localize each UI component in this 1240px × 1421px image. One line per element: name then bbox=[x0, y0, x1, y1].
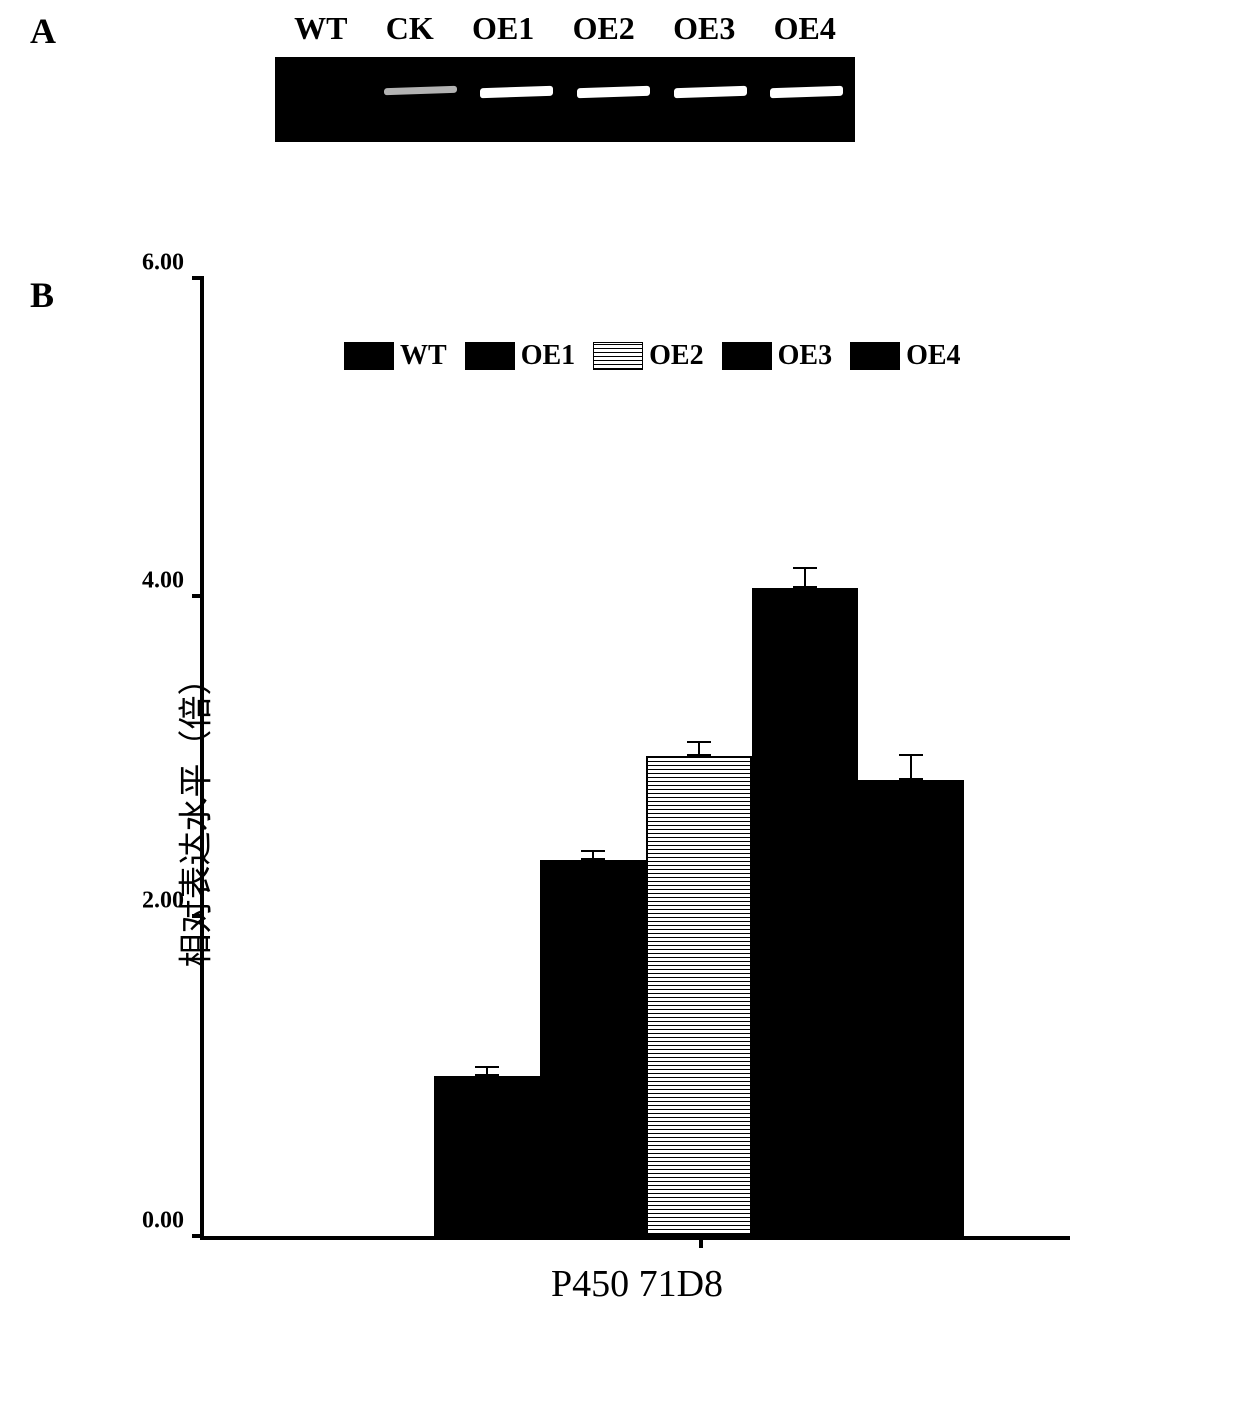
legend-item: OE3 bbox=[722, 340, 832, 372]
lane-label: WT bbox=[294, 10, 347, 47]
bar bbox=[646, 756, 752, 1236]
y-tick-label: 6.00 bbox=[124, 250, 184, 277]
y-tick bbox=[192, 914, 204, 918]
error-cap bbox=[475, 1074, 499, 1076]
legend-label: WT bbox=[400, 340, 447, 372]
lane-label: CK bbox=[386, 10, 434, 47]
legend-item: OE1 bbox=[465, 340, 575, 372]
bar bbox=[434, 1076, 540, 1236]
legend-swatch bbox=[593, 342, 643, 370]
error-cap bbox=[581, 850, 605, 852]
error-cap bbox=[687, 741, 711, 743]
legend-item: OE4 bbox=[850, 340, 960, 372]
y-tick bbox=[192, 594, 204, 598]
legend-item: OE2 bbox=[593, 340, 703, 372]
error-bar bbox=[910, 756, 912, 780]
x-axis-label: P450 71D8 bbox=[204, 1262, 1070, 1306]
chart-legend: WT OE1 OE2 OE3 OE4 bbox=[344, 340, 961, 372]
lane-label: OE4 bbox=[774, 10, 836, 47]
gel-lane-oe3 bbox=[662, 57, 759, 142]
x-tick bbox=[699, 1236, 703, 1248]
legend-swatch bbox=[344, 342, 394, 370]
bar-fill bbox=[858, 780, 964, 1236]
gel-band bbox=[577, 86, 650, 99]
gel-section: WT CK OE1 OE2 OE3 OE4 bbox=[265, 10, 865, 142]
legend-swatch bbox=[850, 342, 900, 370]
legend-label: OE1 bbox=[521, 340, 575, 372]
legend-label: OE2 bbox=[649, 340, 703, 372]
legend-item: WT bbox=[344, 340, 447, 372]
gel-lane-oe4 bbox=[758, 57, 855, 142]
legend-label: OE3 bbox=[778, 340, 832, 372]
panel-b-label: B bbox=[30, 274, 54, 316]
error-cap bbox=[899, 778, 923, 780]
gel-band bbox=[674, 86, 747, 99]
gel-band bbox=[480, 86, 553, 99]
bar-fill bbox=[646, 756, 752, 1236]
plot-area: WT OE1 OE2 OE3 OE4 0.00 2.00 bbox=[200, 280, 1070, 1240]
bar bbox=[752, 588, 858, 1236]
error-cap bbox=[793, 567, 817, 569]
gel-band bbox=[384, 86, 457, 96]
bar-fill bbox=[540, 860, 646, 1236]
gel-lane-oe1 bbox=[468, 57, 565, 142]
panel-a-label: A bbox=[30, 10, 56, 52]
gel-band bbox=[770, 86, 843, 99]
bar-group bbox=[434, 588, 964, 1236]
lane-label: OE1 bbox=[472, 10, 534, 47]
y-tick-label: 0.00 bbox=[124, 1208, 184, 1235]
legend-swatch bbox=[722, 342, 772, 370]
gel-image bbox=[275, 57, 855, 142]
bar bbox=[858, 780, 964, 1236]
legend-swatch bbox=[465, 342, 515, 370]
y-tick bbox=[192, 1234, 204, 1238]
y-tick bbox=[192, 276, 204, 280]
error-cap bbox=[899, 754, 923, 756]
lane-label: OE2 bbox=[573, 10, 635, 47]
legend-label: OE4 bbox=[906, 340, 960, 372]
bar-fill bbox=[752, 588, 858, 1236]
y-tick-label: 2.00 bbox=[124, 888, 184, 915]
bar-chart-section: 相对表达水平（倍） WT OE1 OE2 OE3 OE4 bbox=[60, 270, 1130, 1390]
bar-fill bbox=[434, 1076, 540, 1236]
error-cap bbox=[581, 858, 605, 860]
lane-label: OE3 bbox=[673, 10, 735, 47]
bar bbox=[540, 860, 646, 1236]
error-cap bbox=[475, 1066, 499, 1068]
gel-lane-labels: WT CK OE1 OE2 OE3 OE4 bbox=[265, 10, 865, 47]
gel-lane-oe2 bbox=[565, 57, 662, 142]
error-cap bbox=[793, 586, 817, 588]
gel-lane-ck bbox=[372, 57, 469, 142]
gel-lane-wt bbox=[275, 57, 372, 142]
y-tick-label: 4.00 bbox=[124, 568, 184, 595]
error-cap bbox=[687, 754, 711, 756]
